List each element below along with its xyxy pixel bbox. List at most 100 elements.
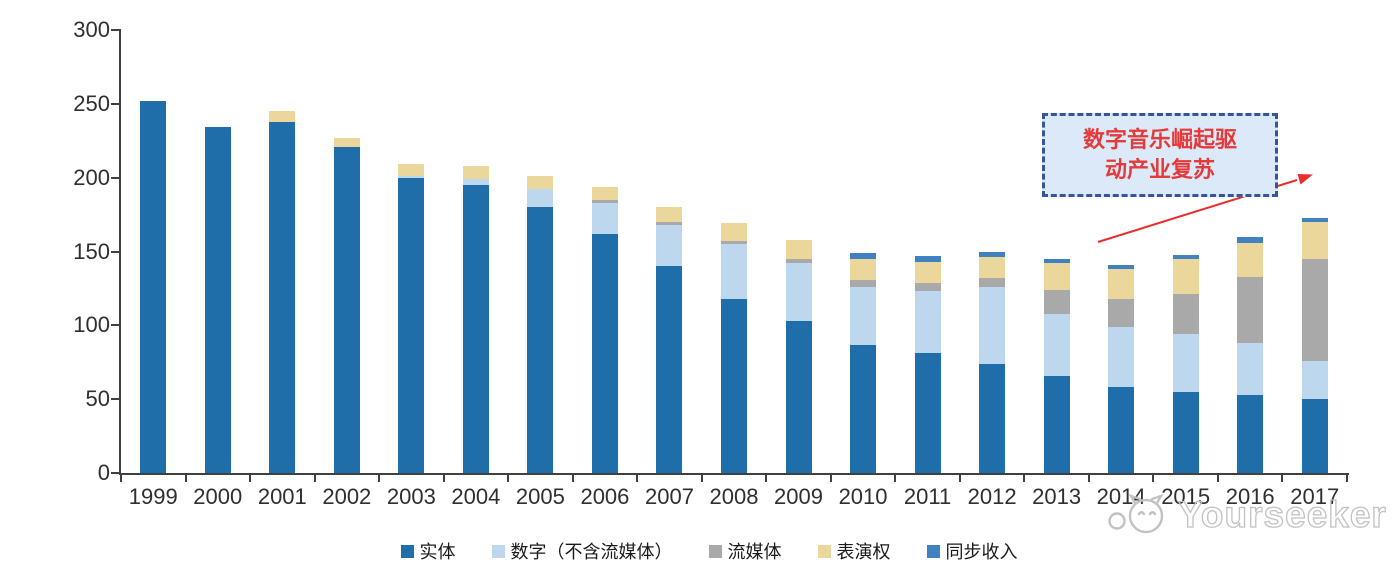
y-tick-label: 50 [85, 386, 110, 412]
bar-segment-表演权 [398, 164, 425, 177]
x-tick-mark [700, 475, 703, 482]
legend-item-流媒体: 流媒体 [708, 538, 782, 564]
bar-segment-表演权 [269, 111, 296, 122]
bar-segment-表演权 [1108, 269, 1135, 299]
bar-segment-表演权 [1301, 222, 1328, 259]
bar-segment-表演权 [591, 186, 618, 200]
bar-segment-数字（不含流媒体） [1301, 360, 1328, 400]
y-tick-label: 300 [73, 17, 110, 42]
x-tick-mark [894, 475, 897, 482]
bar-segment-表演权 [785, 239, 812, 259]
bar-segment-同步收入 [1108, 264, 1135, 270]
legend-swatch [926, 544, 940, 558]
bar-segment-数字（不含流媒体） [462, 179, 489, 186]
y-axis-line [119, 29, 121, 475]
bar-segment-表演权 [850, 258, 877, 280]
x-tick-label: 2010 [838, 484, 888, 509]
bar-segment-流媒体 [1237, 276, 1264, 344]
watermark-text: Yourseeker [1177, 493, 1387, 535]
y-tick-mark [111, 250, 119, 253]
bar-segment-实体 [979, 363, 1006, 473]
bar-segment-流媒体 [850, 279, 877, 287]
y-tick-mark [111, 398, 119, 401]
x-axis-line [119, 473, 1349, 475]
yourseeker-logo-icon [1108, 494, 1164, 534]
bar-2005 [527, 176, 554, 473]
x-tick-label: 2005 [515, 484, 565, 509]
bar-segment-实体 [1108, 387, 1135, 473]
bar-2006 [591, 186, 618, 473]
bar-segment-同步收入 [1043, 258, 1070, 264]
x-tick-label: 2014 [1096, 484, 1146, 509]
x-tick-mark [1216, 475, 1219, 482]
legend-swatch [708, 544, 722, 558]
x-axis-labels: 1999 2000 2001 2002 2003 2004 2005 2006 2007 2008… [121, 484, 1347, 512]
bar-2017 [1301, 217, 1328, 473]
bar-segment-表演权 [462, 165, 489, 180]
y-tick-label: 100 [73, 312, 110, 338]
bar-segment-流媒体 [979, 278, 1006, 287]
x-tick-label: 2003 [386, 484, 436, 509]
annotation-text-line2: 动产业复苏 [1104, 157, 1215, 182]
bar-segment-实体 [269, 121, 296, 473]
x-tick-mark [636, 475, 639, 482]
y-tick-label: 250 [73, 90, 110, 116]
legend-item-实体: 实体 [400, 538, 456, 564]
bar-segment-数字（不含流媒体） [785, 263, 812, 321]
x-tick-label: 2012 [967, 484, 1017, 509]
x-tick-mark [1281, 475, 1284, 482]
bar-segment-实体 [785, 320, 812, 473]
y-tick-mark [111, 324, 119, 327]
bar-segment-数字（不含流媒体） [656, 224, 683, 267]
x-tick-label: 2009 [774, 484, 823, 509]
y-tick-mark [111, 102, 119, 105]
bar-segment-流媒体 [721, 241, 747, 245]
bar-segment-表演权 [656, 207, 683, 222]
legend-label: 表演权 [836, 542, 891, 562]
bar-segment-数字（不含流媒体） [1108, 326, 1135, 388]
x-tick-label: 2017 [1290, 484, 1340, 509]
x-tick-mark [378, 475, 381, 482]
x-tick-mark [765, 475, 768, 482]
annotation-text-line1: 数字音乐崛起驱 [1082, 127, 1237, 152]
bar-segment-表演权 [333, 137, 360, 147]
x-tick-mark [958, 475, 961, 482]
bar-segment-实体 [1301, 399, 1328, 473]
bar-segment-实体 [333, 146, 360, 473]
legend-label: 数字（不含流媒体） [510, 542, 673, 562]
bar-segment-实体 [1237, 394, 1264, 473]
bar-segment-数字（不含流媒体） [914, 291, 941, 354]
x-tick-mark [1023, 475, 1026, 482]
bar-2004 [462, 165, 489, 473]
bar-segment-同步收入 [914, 255, 941, 262]
bar-segment-数字（不含流媒体） [398, 176, 425, 178]
bar-2011 [914, 255, 941, 473]
bar-2008 [721, 223, 747, 473]
x-tick-label: 2000 [193, 484, 243, 509]
bar-segment-表演权 [1172, 258, 1199, 295]
plot-area [121, 30, 1347, 473]
bar-segment-数字（不含流媒体） [1172, 334, 1199, 392]
bar-2015 [1172, 254, 1199, 473]
bar-2009 [785, 239, 812, 473]
bar-2003 [398, 164, 425, 473]
annotation-callout: 数字音乐崛起驱 动产业复苏 [1042, 113, 1278, 197]
bar-segment-实体 [721, 298, 747, 473]
x-tick-mark [1152, 475, 1155, 482]
y-tick-label: 0 [97, 460, 110, 485]
watermark: Yourseeker [1108, 493, 1387, 536]
x-tick-label: 2004 [451, 484, 501, 509]
bar-2014 [1108, 264, 1135, 473]
x-tick-label: 2011 [903, 484, 952, 509]
bar-segment-实体 [204, 127, 231, 473]
bar-2016 [1237, 236, 1264, 473]
x-tick-mark [1087, 475, 1090, 482]
bar-segment-同步收入 [850, 253, 877, 259]
y-tick-label: 150 [73, 238, 110, 264]
x-tick-mark [184, 475, 187, 482]
bar-segment-表演权 [979, 257, 1006, 279]
x-tick-mark [442, 475, 445, 482]
bar-segment-同步收入 [979, 251, 1006, 258]
x-tick-label: 2013 [1032, 484, 1082, 509]
bar-segment-实体 [656, 266, 683, 473]
